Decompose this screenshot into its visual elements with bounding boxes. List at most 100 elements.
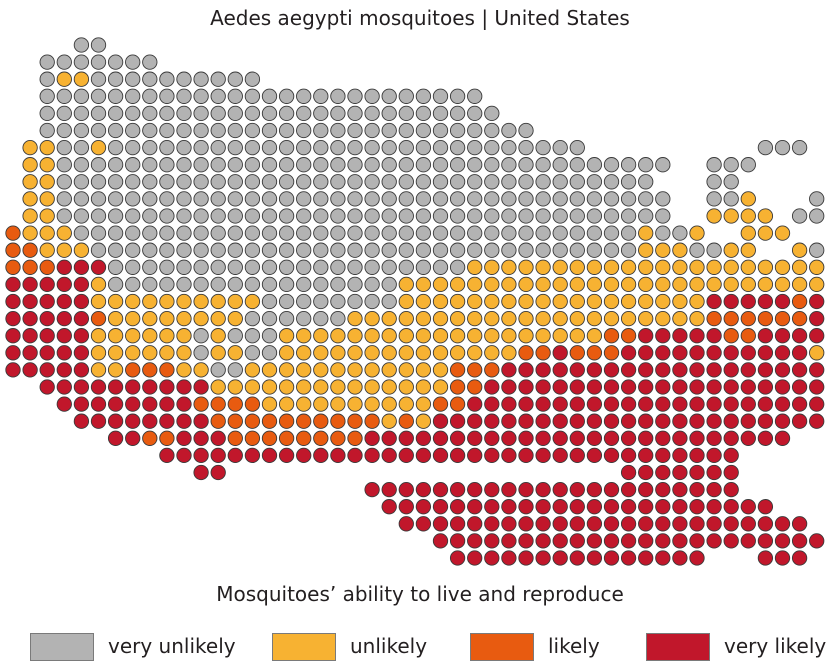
legend-swatch-likely (470, 633, 534, 661)
map-dot-unlikely (518, 259, 534, 275)
map-dot-very-likely (142, 396, 158, 412)
map-dot-very-likely (398, 430, 414, 446)
map-dot-very-unlikely (210, 259, 226, 275)
map-dot-very-likely (39, 379, 55, 395)
map-dot-very-unlikely (723, 174, 739, 190)
map-dot-unlikely (706, 259, 722, 275)
map-dot-very-likely (757, 293, 774, 310)
map-dot-very-likely (723, 516, 739, 532)
map-dot-very-unlikely (569, 157, 585, 173)
map-dot-very-likely (176, 396, 192, 412)
map-dot-likely (90, 310, 107, 327)
map-dot-unlikely (689, 310, 705, 327)
map-dot-very-unlikely (261, 259, 278, 275)
map-dot-unlikely (278, 396, 295, 412)
map-dot-unlikely (672, 242, 688, 258)
map-dot-very-likely (672, 447, 688, 464)
map-dot-very-unlikely (586, 191, 603, 207)
map-dot-unlikely (620, 293, 637, 310)
map-dot-unlikely (90, 328, 107, 344)
map-dot-very-likely (5, 328, 21, 344)
map-dot-very-unlikely (39, 88, 55, 104)
map-dot-very-likely (398, 499, 414, 515)
map-dot-very-likely (672, 328, 688, 344)
map-dot-unlikely (278, 379, 295, 395)
map-dot-unlikely (73, 242, 90, 258)
map-dot-very-unlikely (227, 225, 243, 241)
map-dot-very-unlikely (193, 191, 209, 207)
map-dot-unlikely (809, 276, 825, 293)
map-dot-very-unlikely (432, 139, 449, 156)
map-dot-very-unlikely (244, 242, 261, 258)
map-dot-very-likely (655, 516, 671, 532)
map-dot-very-likely (535, 362, 551, 378)
map-dot-very-unlikely (467, 139, 483, 156)
map-dot-likely (125, 362, 141, 378)
map-dot-unlikely (740, 208, 756, 224)
map-dot-very-likely (620, 362, 637, 378)
map-dot-very-unlikely (535, 191, 551, 207)
map-dot-very-likely (501, 430, 517, 446)
map-dot-very-likely (757, 362, 774, 378)
map-dot-unlikely (347, 328, 363, 344)
map-dot-very-unlikely (142, 71, 158, 87)
map-dot-very-unlikely (193, 174, 209, 190)
map-dot-very-unlikely (330, 208, 346, 224)
map-dot-unlikely (655, 310, 671, 327)
map-dot-likely (244, 430, 261, 446)
map-dot-very-unlikely (467, 105, 483, 122)
map-dot-unlikely (655, 242, 671, 258)
map-dot-very-unlikely (330, 174, 346, 190)
map-dot-very-likely (569, 481, 585, 498)
map-dot-very-likely (774, 345, 791, 361)
map-dot-unlikely (193, 362, 209, 378)
map-dot-likely (723, 328, 739, 344)
map-dot-very-unlikely (432, 242, 449, 258)
map-dot-unlikely (381, 328, 397, 344)
map-dot-likely (364, 413, 380, 429)
map-dot-very-likely (791, 379, 808, 395)
map-dot-unlikely (672, 276, 688, 293)
map-dot-very-unlikely (398, 105, 414, 122)
map-dot-very-unlikely (347, 191, 363, 207)
map-dot-very-likely (791, 516, 808, 532)
map-dot-very-likely (757, 396, 774, 412)
map-dot-very-unlikely (347, 225, 363, 241)
map-dot-very-likely (193, 447, 209, 464)
map-dot-very-likely (73, 259, 90, 275)
map-dot-very-likely (638, 413, 654, 429)
map-dot-unlikely (552, 259, 568, 275)
map-dot-unlikely (603, 293, 620, 310)
map-dot-very-unlikely (244, 225, 261, 241)
map-dot-very-likely (586, 379, 603, 395)
map-dot-very-unlikely (791, 139, 808, 156)
map-dot-very-unlikely (90, 208, 107, 224)
map-dot-unlikely (672, 293, 688, 310)
map-dot-very-unlikely (569, 208, 585, 224)
map-dot-unlikely (723, 242, 739, 258)
map-dot-very-unlikely (484, 242, 500, 258)
map-dot-very-unlikely (313, 88, 329, 104)
map-dot-very-unlikely (313, 157, 329, 173)
map-dot-likely (603, 328, 620, 344)
map-dot-likely (603, 345, 620, 361)
map-dot-unlikely (90, 276, 107, 293)
map-dot-very-likely (809, 533, 825, 549)
map-dot-very-unlikely (278, 174, 295, 190)
map-dot-very-unlikely (364, 259, 380, 275)
map-dot-very-unlikely (313, 225, 329, 241)
map-dot-very-likely (620, 379, 637, 395)
map-dot-unlikely (22, 208, 38, 224)
map-dot-very-unlikely (638, 174, 654, 190)
map-dot-very-likely (809, 293, 825, 310)
map-dot-very-unlikely (210, 225, 226, 241)
map-dot-very-unlikely (227, 208, 243, 224)
map-dot-very-likely (432, 447, 449, 464)
map-dot-very-likely (638, 464, 654, 481)
map-dot-very-unlikely (603, 242, 620, 258)
map-dot-very-likely (535, 481, 551, 498)
map-dot-unlikely (535, 293, 551, 310)
map-dot-very-unlikely (330, 157, 346, 173)
map-dot-very-unlikely (210, 71, 226, 87)
map-dot-unlikely (603, 276, 620, 293)
